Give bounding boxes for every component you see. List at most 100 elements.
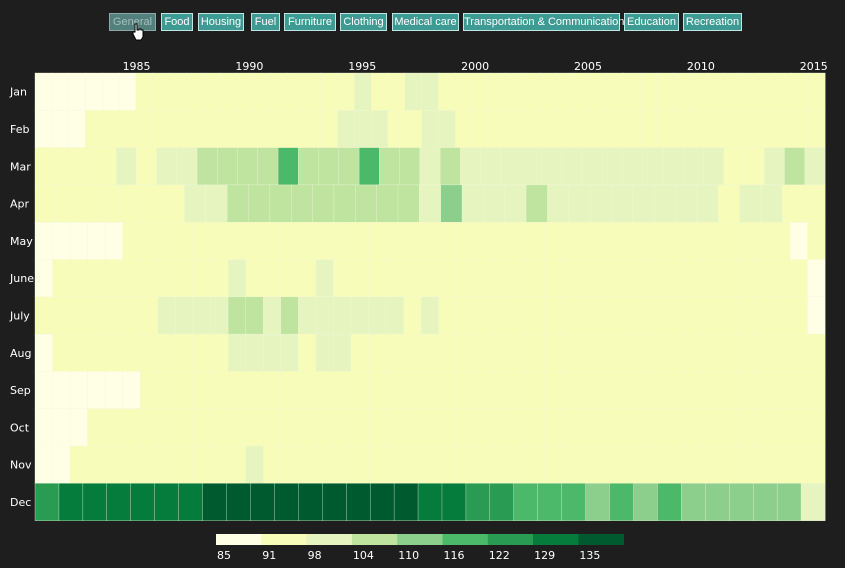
- heatmap-cell-nov-16: [298, 445, 317, 484]
- heatmap-cell-mar-31: [642, 147, 664, 186]
- heatmap-cell-feb-20: [354, 110, 372, 148]
- heatmap-cell-aug-20: [368, 333, 387, 372]
- heatmap-cell-oct-42: [754, 408, 773, 447]
- heatmap-cell-oct-38: [684, 408, 703, 447]
- heatmap-cell-jan-20: [354, 72, 372, 111]
- color-legend: 85 91 98 104 110 116 122 129 135: [216, 534, 624, 562]
- heatmap-cell-sep-2: [52, 371, 71, 410]
- legend-label-129: 129: [534, 549, 555, 562]
- legend-label-135: 135: [579, 549, 600, 562]
- heatmap-cell-apr-26: [568, 184, 591, 223]
- heatmap-cell-may-19: [350, 222, 369, 260]
- heatmap-cell-may-8: [157, 222, 176, 260]
- heatmap-cell-oct-1: [34, 408, 53, 447]
- heatmap-cell-june-8: [157, 259, 176, 298]
- heatmap-cell-may-30: [543, 222, 563, 260]
- heatmap-cell-may-38: [684, 222, 703, 260]
- heatmap-cell-aug-13: [245, 333, 264, 372]
- heatmap-cell-nov-35: [631, 445, 650, 484]
- legend-swatch-135: [578, 534, 624, 545]
- heatmap-cell-may-12: [227, 222, 247, 260]
- heatmap-cell-july-3: [69, 296, 89, 335]
- heatmap-cell-feb-47: [808, 110, 826, 148]
- heatmap-cell-july-26: [473, 296, 492, 335]
- heatmap-cell-jan-14: [253, 72, 271, 111]
- tab-medical-care[interactable]: Medical care: [392, 13, 459, 31]
- heatmap-cell-july-33: [596, 296, 615, 335]
- heatmap-cell-apr-28: [611, 184, 634, 223]
- heatmap-cell-aug-39: [701, 333, 721, 372]
- tab-general[interactable]: General: [109, 13, 156, 31]
- heatmap-cell-june-5: [105, 259, 124, 298]
- heatmap-cell-may-26: [473, 222, 492, 260]
- heatmap-cell-oct-4: [87, 408, 106, 447]
- tab-housing[interactable]: Housing: [198, 13, 244, 31]
- heatmap-cell-sep-29: [526, 371, 545, 410]
- legend-label-98: 98: [308, 549, 322, 562]
- heatmap-cell-may-18: [333, 222, 352, 260]
- heatmap-cell-oct-23: [421, 408, 440, 447]
- heatmap-cell-oct-45: [807, 408, 826, 447]
- heatmap-cell-may-33: [596, 222, 615, 260]
- heatmap-cell-sep-14: [263, 371, 282, 410]
- heatmap-cell-nov-3: [69, 445, 89, 484]
- heatmap-cell-feb-37: [639, 110, 658, 148]
- heatmap-cell-apr-9: [205, 184, 228, 223]
- heatmap-cell-apr-12: [269, 184, 292, 223]
- heatmap-cell-feb-5: [102, 110, 120, 148]
- heatmap-cell-oct-34: [614, 408, 633, 447]
- heatmap-cell-oct-13: [245, 408, 264, 447]
- heatmap-cell-aug-37: [666, 333, 685, 372]
- heatmap-cell-mar-25: [520, 147, 542, 186]
- heatmap-cell-sep-24: [438, 371, 457, 410]
- heatmap-cell-sep-11: [210, 371, 229, 410]
- tab-furniture[interactable]: Furniture: [284, 13, 336, 31]
- heatmap-cell-sep-37: [666, 371, 685, 410]
- year-tick-label-2015: 2015: [800, 60, 828, 73]
- heatmap-cell-mar-16: [338, 147, 360, 186]
- heatmap-cell-may-10: [192, 222, 211, 260]
- heatmap-cell-aug-44: [789, 333, 808, 372]
- tab-recreation[interactable]: Recreation: [683, 13, 742, 31]
- heatmap-cell-apr-34: [739, 184, 762, 223]
- heatmap-cell-aug-17: [315, 333, 334, 372]
- heatmap-cell-june-36: [649, 259, 668, 298]
- tab-food[interactable]: Food: [161, 13, 193, 31]
- heatmap-cell-aug-30: [543, 333, 563, 372]
- heatmap-cell-aug-36: [649, 333, 668, 372]
- tab-transportation-communication[interactable]: Transportation & Communication: [463, 13, 624, 31]
- heatmap-cell-feb-19: [337, 110, 355, 148]
- heatmap-cell-apr-36: [782, 184, 805, 223]
- tab-fuel[interactable]: Fuel: [251, 13, 280, 31]
- heatmap-cell-apr-37: [803, 184, 826, 223]
- heatmap-cell-nov-30: [543, 445, 563, 484]
- heatmap-cell-apr-1: [34, 184, 57, 223]
- heatmap-cell-feb-38: [656, 110, 675, 148]
- heatmap-cell-dec-9: [226, 483, 251, 521]
- heatmap-cell-sep-35: [631, 371, 650, 410]
- heatmap-cell-july-7: [140, 296, 159, 335]
- heatmap-cell-july-1: [34, 296, 53, 335]
- heatmap-cell-sep-25: [456, 371, 475, 410]
- heatmap-cell-mar-22: [460, 147, 482, 186]
- heatmap-cell-sep-34: [614, 371, 633, 410]
- heatmap-cell-may-43: [772, 222, 791, 260]
- heatmap-cell-june-6: [122, 259, 141, 298]
- heatmap-cell-nov-43: [772, 445, 791, 484]
- heatmap-cell-sep-17: [315, 371, 334, 410]
- legend-label-91: 91: [262, 549, 276, 562]
- heatmap-cell-may-40: [719, 222, 738, 260]
- heatmap-cell-may-27: [491, 222, 510, 260]
- heatmap-cell-oct-36: [649, 408, 668, 447]
- heatmap-cell-dec-23: [561, 483, 586, 521]
- heatmap-cell-may-13: [245, 222, 264, 260]
- heatmap-cell-mar-2: [55, 147, 76, 186]
- heatmap-cell-may-24: [438, 222, 457, 260]
- heatmap-cell-june-1: [34, 259, 53, 298]
- heatmap-cell-jan-26: [455, 72, 473, 111]
- tab-education[interactable]: Education: [624, 13, 679, 31]
- tab-clothing[interactable]: Clothing: [340, 13, 387, 31]
- heatmap-cell-jan-11: [202, 72, 221, 111]
- heatmap-cell-nov-37: [666, 445, 685, 484]
- heatmap-cell-july-23: [421, 296, 440, 335]
